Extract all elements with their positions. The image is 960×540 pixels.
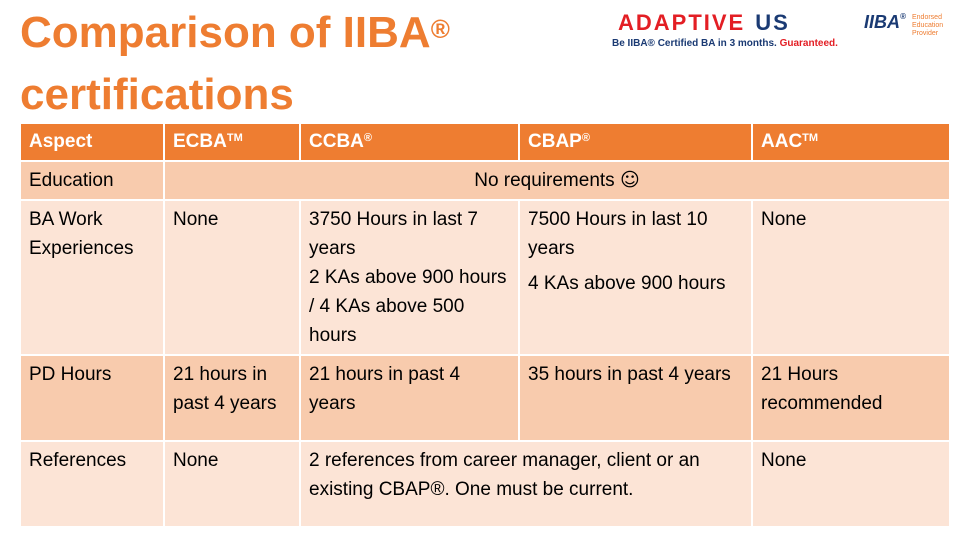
work-ccba-kas: 2 KAs above 900 hours / 4 KAs above 500 …: [309, 267, 507, 346]
header-ecba-label: ECBA: [173, 131, 227, 152]
header-aac-label: AAC: [761, 131, 803, 152]
cell-refs-aac: None: [751, 440, 951, 528]
cell-work-aspect: BA Work Experiences: [19, 199, 165, 356]
cell-refs-ecba: None: [163, 440, 301, 528]
header-cbap-mark: ®: [581, 132, 590, 144]
header-aac-mark: TM: [802, 132, 819, 144]
page-title: Comparison of IIBA® certifications: [20, 2, 580, 126]
header-ccba: CCBA®: [299, 122, 520, 162]
logo-tagline-text: Be IIBA® Certified BA in 3 months.: [612, 38, 777, 49]
cell-education-value: No requirements ☺: [163, 160, 951, 201]
logo-brand-adaptive: ADAPTIVE: [618, 10, 746, 35]
table-row-pd-hours: PD Hours 21 hours in past 4 years 21 hou…: [19, 354, 951, 442]
header-ccba-mark: ®: [363, 132, 372, 144]
header-aspect: Aspect: [19, 122, 165, 162]
cell-work-cbap: 7500 Hours in last 10 years 4 KAs above …: [518, 199, 753, 356]
cell-pd-cbap: 35 hours in past 4 years: [518, 354, 753, 442]
cell-refs-ccba-cbap: 2 references from career manager, client…: [299, 440, 753, 528]
cell-work-aac: None: [751, 199, 951, 356]
iiba-logo: IIBA®: [864, 12, 906, 33]
table-row-work-experience: BA Work Experiences None 3750 Hours in l…: [19, 199, 951, 356]
work-ccba-hours: 3750 Hours in last 7 years: [309, 209, 478, 259]
work-cbap-hours: 7500 Hours in last 10 years: [528, 209, 708, 259]
cell-work-ecba: None: [163, 199, 301, 356]
header-ecba: ECBATM: [163, 122, 301, 162]
smiley-icon: ☺: [619, 169, 640, 191]
cell-pd-ccba: 21 hours in past 4 years: [299, 354, 520, 442]
endorsed-provider-text: Endorsed Education Provider: [912, 14, 944, 37]
title-reg-mark: ®: [430, 14, 450, 44]
cell-pd-ecba: 21 hours in past 4 years: [163, 354, 301, 442]
table-row-education: Education No requirements ☺: [19, 160, 951, 201]
cell-pd-aac: 21 Hours recommended: [751, 354, 951, 442]
cell-education-aspect: Education: [19, 160, 165, 201]
logo-tagline-guaranteed: Guaranteed.: [779, 38, 838, 49]
logo-tagline: Be IIBA® Certified BA in 3 months. Guara…: [612, 38, 838, 49]
header-aac: AACTM: [751, 122, 951, 162]
header-ccba-label: CCBA: [309, 131, 364, 152]
logo-brand: ADAPTIVE US: [618, 10, 790, 36]
cell-pd-aspect: PD Hours: [19, 354, 165, 442]
header-cbap-label: CBAP: [528, 131, 582, 152]
certification-comparison-table: Aspect ECBATM CCBA® CBAP® AACTM Educatio…: [19, 122, 951, 528]
header-cbap: CBAP®: [518, 122, 753, 162]
work-cbap-kas: 4 KAs above 900 hours: [528, 273, 726, 294]
title-line2: certifications: [20, 70, 294, 119]
header-aspect-label: Aspect: [29, 131, 93, 152]
iiba-logo-reg: ®: [900, 12, 906, 21]
cell-work-ccba: 3750 Hours in last 7 years 2 KAs above 9…: [299, 199, 520, 356]
table-header-row: Aspect ECBATM CCBA® CBAP® AACTM: [19, 122, 951, 162]
header-ecba-mark: TM: [226, 132, 243, 144]
logo-brand-us: US: [755, 10, 790, 35]
title-line1: Comparison of IIBA: [20, 8, 431, 57]
cell-refs-aspect: References: [19, 440, 165, 528]
iiba-logo-text: IIBA: [864, 12, 900, 32]
table-row-references: References None 2 references from career…: [19, 440, 951, 528]
education-requirement-text: No requirements: [474, 170, 615, 191]
adaptive-us-logo: ADAPTIVE US Be IIBA® Certified BA in 3 mo…: [612, 10, 952, 56]
